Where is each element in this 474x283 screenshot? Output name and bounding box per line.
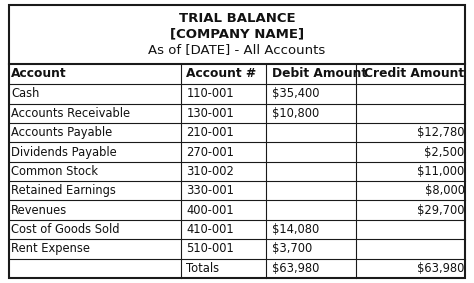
Text: $63,980: $63,980 [417,262,465,275]
Text: Debit Amount: Debit Amount [272,67,367,80]
Text: $8,000: $8,000 [425,184,465,197]
Text: Totals: Totals [186,262,219,275]
Text: [COMPANY NAME]: [COMPANY NAME] [170,28,304,41]
Text: 400-001: 400-001 [186,203,234,216]
Text: Common Stock: Common Stock [11,165,98,178]
Text: TRIAL BALANCE: TRIAL BALANCE [179,12,295,25]
Text: Dividends Payable: Dividends Payable [11,145,117,158]
Text: 410-001: 410-001 [186,223,234,236]
Text: $12,780: $12,780 [417,126,465,139]
Text: $11,000: $11,000 [417,165,465,178]
Text: $29,700: $29,700 [417,203,465,216]
Text: As of [DATE] - All Accounts: As of [DATE] - All Accounts [148,43,326,56]
Text: $63,980: $63,980 [272,262,319,275]
Text: $10,800: $10,800 [272,107,319,120]
Text: 310-002: 310-002 [186,165,234,178]
Text: Accounts Payable: Accounts Payable [11,126,112,139]
Text: $3,700: $3,700 [272,242,312,255]
Text: Revenues: Revenues [11,203,67,216]
Text: 510-001: 510-001 [186,242,234,255]
Text: 130-001: 130-001 [186,107,234,120]
Text: Accounts Receivable: Accounts Receivable [11,107,130,120]
Text: Cost of Goods Sold: Cost of Goods Sold [11,223,119,236]
Text: Rent Expense: Rent Expense [11,242,90,255]
Text: $14,080: $14,080 [272,223,319,236]
Text: 330-001: 330-001 [186,184,234,197]
Text: 110-001: 110-001 [186,87,234,100]
Text: $35,400: $35,400 [272,87,319,100]
Text: 270-001: 270-001 [186,145,234,158]
Text: Retained Earnings: Retained Earnings [11,184,116,197]
Text: Cash: Cash [11,87,39,100]
Text: $2,500: $2,500 [424,145,465,158]
Text: Account #: Account # [186,67,256,80]
Text: Credit Amount: Credit Amount [365,67,465,80]
Text: Account: Account [11,67,66,80]
Text: 210-001: 210-001 [186,126,234,139]
